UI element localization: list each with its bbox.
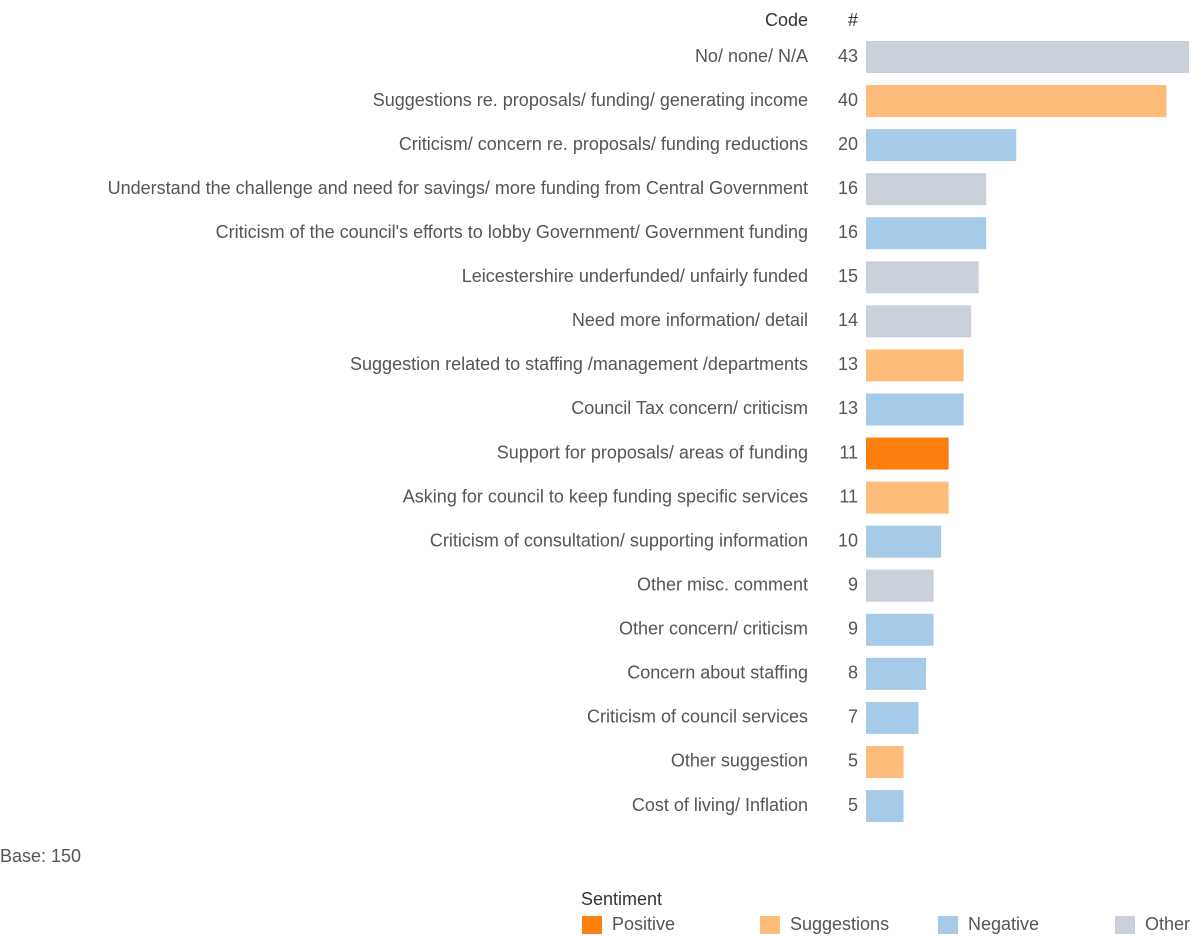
bar [866, 701, 919, 734]
value-label: 43 [838, 46, 858, 66]
category-label: Criticism of consultation/ supporting in… [430, 530, 808, 550]
category-label: Suggestions re. proposals/ funding/ gene… [373, 90, 808, 110]
value-label: 7 [848, 707, 858, 727]
legend-swatch [582, 916, 602, 934]
value-label: 16 [838, 178, 858, 198]
legend-label: Positive [612, 914, 675, 934]
bar [866, 85, 1167, 118]
bar [866, 613, 934, 646]
legend-label: Suggestions [790, 914, 889, 934]
bar [866, 41, 1189, 73]
value-label: 9 [848, 619, 858, 639]
category-label: Concern about staffing [627, 663, 808, 683]
bar [866, 790, 904, 823]
value-label: 15 [838, 266, 858, 286]
category-label: Other suggestion [671, 751, 808, 771]
legend-title: Sentiment [581, 889, 662, 909]
value-label: 11 [839, 486, 858, 506]
category-label: Other misc. comment [637, 574, 808, 594]
value-label: 13 [838, 354, 858, 374]
bar [866, 657, 927, 690]
category-label: Support for proposals/ areas of funding [497, 442, 808, 462]
category-label: Council Tax concern/ criticism [571, 398, 808, 418]
category-label: Need more information/ detail [572, 310, 808, 330]
legend-swatch [1115, 916, 1135, 934]
bar [866, 393, 964, 426]
value-label: 10 [838, 530, 858, 550]
category-label: Cost of living/ Inflation [632, 795, 808, 815]
legend-label: Negative [968, 914, 1039, 934]
legend-label: Other [1145, 914, 1190, 934]
bar [866, 129, 1017, 162]
bar [866, 569, 934, 602]
legend-swatch [760, 916, 780, 934]
category-header: Code [765, 10, 808, 30]
bar [866, 261, 979, 294]
value-label: 8 [848, 663, 858, 683]
bar [866, 481, 949, 514]
value-label: 11 [839, 442, 858, 462]
value-label: 20 [838, 134, 858, 154]
category-label: Leicestershire underfunded/ unfairly fun… [462, 266, 808, 286]
value-label: 14 [838, 310, 858, 330]
value-label: 9 [848, 574, 858, 594]
category-label: Criticism of council services [587, 707, 808, 727]
legend-swatch [938, 916, 958, 934]
bar [866, 305, 972, 338]
bar [866, 349, 964, 382]
bar [866, 525, 942, 558]
category-label: Criticism/ concern re. proposals/ fundin… [399, 134, 808, 154]
base-note: Base: 150 [0, 846, 81, 866]
category-label: Understand the challenge and need for sa… [108, 178, 808, 198]
bar [866, 437, 949, 470]
category-label: Suggestion related to staffing /manageme… [350, 354, 808, 374]
bar [866, 173, 987, 206]
value-header: # [848, 10, 858, 30]
bar [866, 745, 904, 778]
bar [866, 217, 987, 250]
value-label: 40 [838, 90, 858, 110]
value-label: 5 [848, 751, 858, 771]
value-label: 16 [838, 222, 858, 242]
category-label: Asking for council to keep funding speci… [403, 486, 808, 506]
category-label: No/ none/ N/A [695, 46, 808, 66]
value-label: 13 [838, 398, 858, 418]
category-label: Criticism of the council's efforts to lo… [216, 222, 808, 242]
category-label: Other concern/ criticism [619, 619, 808, 639]
value-label: 5 [848, 795, 858, 815]
